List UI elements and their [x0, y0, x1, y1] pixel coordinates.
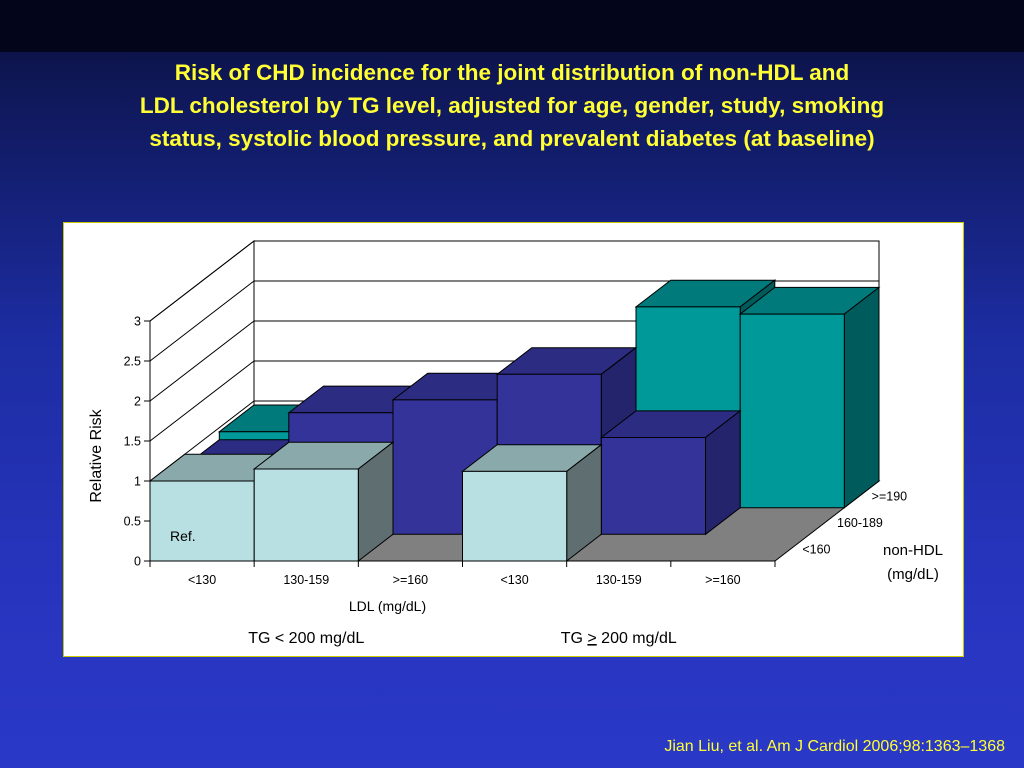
x-tick-label: <130 [501, 573, 529, 587]
x-tick-label: >=160 [705, 573, 741, 587]
tg-label-part: TG [248, 630, 275, 647]
depth-tick-label: 160-189 [837, 516, 883, 530]
bar [462, 470, 568, 562]
tg-group-label: TG > 200 mg/dL [561, 630, 677, 647]
depth-axis-title: non-HDL [883, 542, 943, 559]
gridline [149, 240, 879, 322]
title-line-2: LDL cholesterol by TG level, adjusted fo… [139, 93, 885, 118]
bar [600, 437, 706, 535]
x-tick-label: >=160 [393, 573, 429, 587]
bar [149, 480, 255, 562]
tg-label-part: 200 mg/dL [597, 630, 677, 647]
tg-group-label: TG < 200 mg/dL [248, 630, 364, 647]
y-tick-label: 0 [134, 555, 141, 569]
x-tick-label: 130-159 [283, 573, 329, 587]
citation: Jian Liu, et al. Am J Cardiol 2006;98:13… [664, 738, 1005, 755]
tg-label-part: TG [561, 630, 588, 647]
y-axis-title: Relative Risk [88, 408, 105, 502]
x-axis-title: LDL (mg/dL) [349, 598, 426, 614]
y-tick-label: 1.5 [124, 435, 141, 449]
y-tick-label: 2.5 [124, 355, 141, 369]
tg-operator: > [587, 630, 596, 647]
depth-axis-title: (mg/dL) [887, 566, 939, 583]
bar [253, 468, 359, 562]
ref-annotation: Ref. [170, 528, 196, 544]
top-band [0, 0, 1024, 52]
bar [739, 313, 845, 509]
relative-risk-3d-bar-chart: 0 0.5 1 1.5 2 2.5 3 Ref. <130 130-159 >=160 <130 130… [88, 239, 943, 647]
depth-tick-label: >=190 [872, 489, 908, 503]
tg-label-part: 200 mg/dL [284, 630, 364, 647]
bar-side [843, 286, 880, 509]
depth-tick-label: <160 [802, 543, 830, 557]
y-tick-label: 1 [134, 475, 141, 489]
x-tick-label: 130-159 [596, 573, 642, 587]
chart-panel: 0 0.5 1 1.5 2 2.5 3 Ref. <130 130-159 >=160 <130 130… [63, 222, 964, 657]
title-line-3: status, systolic blood pressure, and pre… [149, 126, 875, 151]
y-tick-label: 2 [134, 395, 141, 409]
y-tick-label: 3 [134, 315, 141, 329]
tg-operator: < [275, 630, 284, 647]
y-tick-label: 0.5 [124, 515, 141, 529]
slide-title: Risk of CHD incidence for the joint dist… [0, 56, 1024, 155]
title-line-1: Risk of CHD incidence for the joint dist… [174, 60, 850, 85]
x-tick-label: <130 [188, 573, 216, 587]
